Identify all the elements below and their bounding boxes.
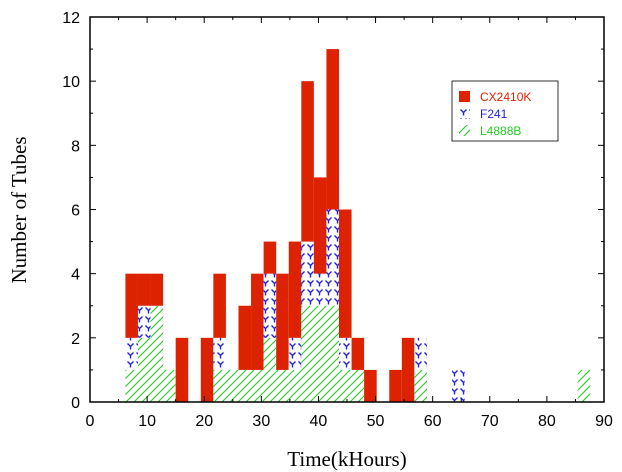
bar-cx2410k-7 — [213, 273, 226, 338]
y-tick-label: 8 — [71, 138, 80, 155]
y-axis-label: Number of Tubes — [7, 136, 31, 283]
ticks-layer: 0 10 20 30 40 50 60 70 80 90 0 2 4 6 8 10 12 — [62, 10, 613, 430]
bar-cx2410k-6 — [200, 337, 214, 402]
bar-cx2410k-19 — [364, 369, 377, 402]
bar-l4888b-18 — [351, 369, 365, 402]
bar-f241-15 — [313, 273, 327, 306]
bar-l4888b-13 — [288, 369, 302, 402]
bar-l4888b-16 — [326, 305, 339, 402]
bar-l4888b-11 — [263, 337, 277, 402]
x-tick-label: 80 — [538, 413, 556, 430]
bar-f241-16 — [326, 209, 339, 306]
x-tick-label: 90 — [595, 413, 613, 430]
bar-cx2410k-10 — [251, 273, 264, 370]
bars-layer — [125, 49, 591, 402]
plot-frame — [89, 16, 605, 403]
bar-l4888b-36 — [577, 369, 591, 402]
legend-swatch-f241 — [459, 108, 470, 119]
bar-l4888b-7 — [213, 369, 226, 402]
legend: CX2410K F241 L4888B — [451, 80, 559, 142]
bar-cx2410k-15 — [313, 177, 327, 274]
bar-f241-14 — [301, 241, 314, 306]
bar-cx2410k-1 — [137, 273, 151, 306]
bar-cx2410k-17 — [339, 209, 352, 338]
y-tick-label: 4 — [71, 267, 80, 284]
y-tick-label: 10 — [62, 74, 80, 91]
bar-cx2410k-16 — [326, 49, 339, 210]
bar-l4888b-17 — [339, 369, 352, 402]
bar-l4888b-10 — [251, 369, 264, 402]
bar-f241-17 — [339, 337, 352, 370]
y-tick-label: 2 — [71, 331, 80, 348]
legend-entry-f241: F241 — [480, 107, 508, 121]
bar-l4888b-14 — [301, 305, 314, 402]
legend-swatch-l4888b — [459, 125, 470, 136]
bar-f241-13 — [288, 337, 302, 370]
bar-l4888b-9 — [238, 369, 252, 402]
bar-cx2410k-14 — [301, 81, 314, 242]
bar-cx2410k-9 — [238, 305, 252, 370]
y-tick-label: 6 — [71, 203, 80, 220]
x-tick-label: 40 — [310, 413, 328, 430]
bar-cx2410k-12 — [276, 273, 289, 370]
bar-cx2410k-21 — [389, 369, 402, 402]
x-tick-label: 20 — [195, 413, 213, 430]
bar-f241-1 — [137, 305, 151, 338]
x-tick-label: 10 — [138, 413, 156, 430]
legend-entry-l4888b: L4888B — [480, 124, 521, 138]
bar-f241-7 — [213, 337, 226, 370]
bar-cx2410k-0 — [125, 273, 138, 338]
bar-f241-23 — [414, 337, 427, 370]
x-tick-label: 30 — [252, 413, 270, 430]
bar-cx2410k-2 — [150, 273, 164, 306]
bar-cx2410k-11 — [263, 241, 277, 274]
bar-l4888b-15 — [313, 305, 327, 402]
bar-f241-11 — [263, 273, 277, 338]
bar-l4888b-0 — [125, 369, 138, 402]
bar-cx2410k-18 — [351, 337, 365, 370]
y-tick-label: 12 — [62, 10, 80, 27]
x-tick-label: 60 — [424, 413, 442, 430]
bar-cx2410k-22 — [401, 337, 415, 402]
bar-cx2410k-4 — [175, 337, 189, 402]
x-tick-label: 50 — [367, 413, 385, 430]
bar-cx2410k-13 — [288, 241, 302, 338]
x-tick-label: 70 — [481, 413, 499, 430]
bar-l4888b-12 — [276, 369, 289, 402]
legend-swatch-cx2410k — [459, 91, 470, 102]
legend-entry-cx2410k: CX2410K — [480, 90, 531, 104]
bar-l4888b-2 — [150, 305, 164, 402]
bar-f241-0 — [125, 337, 138, 370]
bar-l4888b-3 — [163, 369, 176, 402]
bar-l4888b-8 — [225, 369, 239, 402]
bar-f241-26 — [452, 369, 465, 402]
x-axis-label: Time(kHours) — [287, 447, 406, 471]
x-tick-label: 0 — [86, 413, 95, 430]
y-tick-label: 0 — [71, 395, 80, 412]
bar-l4888b-23 — [414, 369, 427, 402]
bar-l4888b-1 — [137, 337, 151, 402]
